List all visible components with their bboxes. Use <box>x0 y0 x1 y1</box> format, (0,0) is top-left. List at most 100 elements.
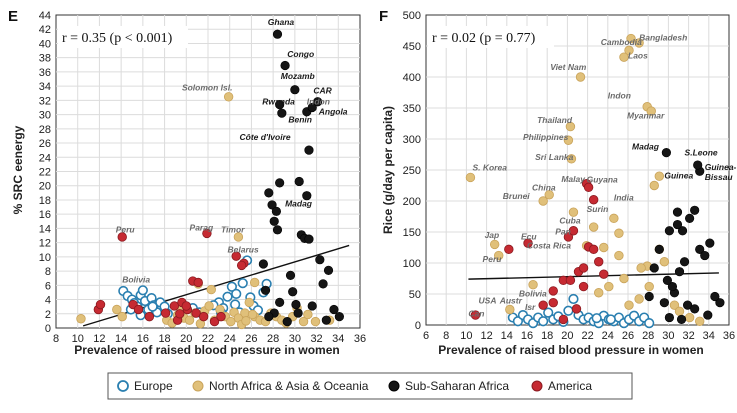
panel-e-point-europe <box>226 281 237 292</box>
panel-e-ytick-label: 10 <box>39 252 51 264</box>
panel-f-xtick-label: 30 <box>662 330 674 342</box>
panel-f-point-nafr <box>563 135 574 145</box>
panel-f-annotation: Laos <box>628 50 648 60</box>
panel-e-point-ssa <box>282 316 292 327</box>
panel-e-point-nafr <box>244 297 254 308</box>
panel-f-point-nafr <box>659 257 670 267</box>
legend-marker-europe <box>117 380 129 392</box>
panel-e-point-america <box>202 228 212 239</box>
panel-f-point-america <box>594 257 604 267</box>
panel-e-point-ssa <box>267 200 277 210</box>
panel-e-point-nafr <box>184 315 195 325</box>
panel-f-point-nafr <box>669 300 680 310</box>
panel-f-xtick-label: 10 <box>460 330 472 342</box>
panel-f-ytick-label: 450 <box>403 41 421 53</box>
panel-f-point-europe <box>605 314 616 325</box>
panel-e-annotation: Belarus <box>228 245 259 255</box>
panel-f-point-america <box>568 226 579 236</box>
panel-e-point-ssa <box>271 206 282 216</box>
legend-label-nafr: North Africa & Asia & Oceania <box>209 379 369 393</box>
panel-e-xtick-label: 14 <box>115 333 127 345</box>
panel-f-correlation: r = 0.02 (p = 0.77) <box>432 31 536 46</box>
panel-f-ytick-label: 500 <box>403 10 421 22</box>
panel-f-point-nafr <box>566 154 577 164</box>
legend-marker-ssa <box>388 380 400 392</box>
panel-f-xtick-label: 26 <box>622 330 634 342</box>
panel-e-point-ssa <box>302 191 312 201</box>
panel-e-point-america <box>133 304 144 315</box>
panel-f-point-ssa <box>672 219 683 230</box>
panel-e-point-nafr <box>240 308 250 318</box>
panel-f-point-nafr <box>544 190 554 200</box>
panel-e-ytick-label: 6 <box>45 280 51 292</box>
panel-f-point-nafr <box>465 172 476 183</box>
panel-f-annotation: Indon <box>608 91 631 101</box>
panel-f-point-ssa <box>705 238 715 248</box>
panel-e-point-america <box>175 309 185 319</box>
panel-f-point-nafr <box>494 250 504 261</box>
panel-f-xtick-label: 24 <box>602 330 614 342</box>
panel-e-point-nafr <box>249 277 260 288</box>
panel-f-point-nafr <box>624 45 634 56</box>
panel-e-point-ssa <box>277 108 287 118</box>
panel-e-point-ssa <box>269 216 279 226</box>
panel-f-annotation: Guinea- <box>705 162 737 172</box>
panel-f-point-nafr <box>619 52 629 62</box>
panel-e-ytick-label: 42 <box>39 24 51 36</box>
legend: Europe North Africa & Asia & Oceania Sub… <box>107 372 633 400</box>
panel-f-point-nafr <box>528 280 538 290</box>
panel-f-annotation: Brunei <box>503 191 531 201</box>
panel-e-ytick-label: 34 <box>39 81 51 93</box>
panel-e-points <box>76 29 344 330</box>
panel-e-xtick-label: 10 <box>72 333 84 345</box>
panel-e-point-ssa <box>275 100 285 110</box>
panel-f-annotation: Malay <box>561 174 586 184</box>
panel-e-ytick-label: 26 <box>39 138 51 150</box>
panel-f-point-ssa <box>682 300 693 310</box>
panel-e-point-america <box>216 311 226 322</box>
panel-f-point-ssa <box>690 205 700 215</box>
panel-e-annotation: Solomon Isl. <box>182 82 233 92</box>
panel-e-point-ssa <box>307 301 317 311</box>
panel-f-point-ssa <box>690 304 700 314</box>
panel-e-point-ssa <box>272 225 283 235</box>
panel-f-point-america <box>578 263 589 273</box>
panel-e-annotation: CAR <box>313 85 332 95</box>
panel-e-point-ssa <box>334 312 344 322</box>
panel-f-ytick-label: 250 <box>403 165 421 177</box>
panel-e-point-europe <box>237 278 248 289</box>
panel-e-xtick-label: 20 <box>180 333 192 345</box>
panel-f-point-america <box>470 310 481 320</box>
panel-e-annotation: Mozamb <box>281 71 315 81</box>
panel-e-point-ssa <box>258 259 268 269</box>
panel-f-corr-bg <box>428 26 554 48</box>
panel-e-point-america <box>144 311 155 322</box>
legend-label-america: America <box>548 379 592 393</box>
panel-f-xtick-label: 28 <box>642 330 654 342</box>
panel-e-point-america <box>169 301 180 311</box>
panel-e-point-ssa <box>304 145 314 155</box>
panel-e-point-ssa <box>321 315 331 325</box>
panel-f-xtick-label: 20 <box>561 330 573 342</box>
panel-e-point-ssa <box>304 234 314 244</box>
panel-f-point-ssa <box>674 267 685 277</box>
panel-e-ytick-label: 8 <box>45 266 51 278</box>
panel-e-ticks: 8 10 12 14 16 18 20 22 24 26 28 30 32 34 3602468101214… <box>39 10 366 345</box>
panel-f-point-ssa <box>710 291 720 302</box>
panel-f-point-europe <box>538 316 549 327</box>
panel-f-point-nafr <box>599 242 609 253</box>
panel-f-point-nafr <box>646 106 656 116</box>
panel-e-ytick-label: 18 <box>39 195 51 207</box>
panel-e-ytick-label: 44 <box>39 10 51 22</box>
panel-f-ytick-label: 400 <box>403 72 421 84</box>
panel-f-point-ssa <box>695 244 705 254</box>
panel-f-point-nafr <box>636 263 646 273</box>
panel-e-point-nafr <box>310 316 321 327</box>
panel-f-point-nafr <box>575 72 586 82</box>
panel-e-point-america <box>95 299 106 310</box>
panel-f-point-nafr <box>594 288 604 298</box>
panel-f-annotation: USA <box>479 295 497 305</box>
panel-e-point-ssa <box>275 178 285 188</box>
panel-e-point-america <box>117 232 127 242</box>
